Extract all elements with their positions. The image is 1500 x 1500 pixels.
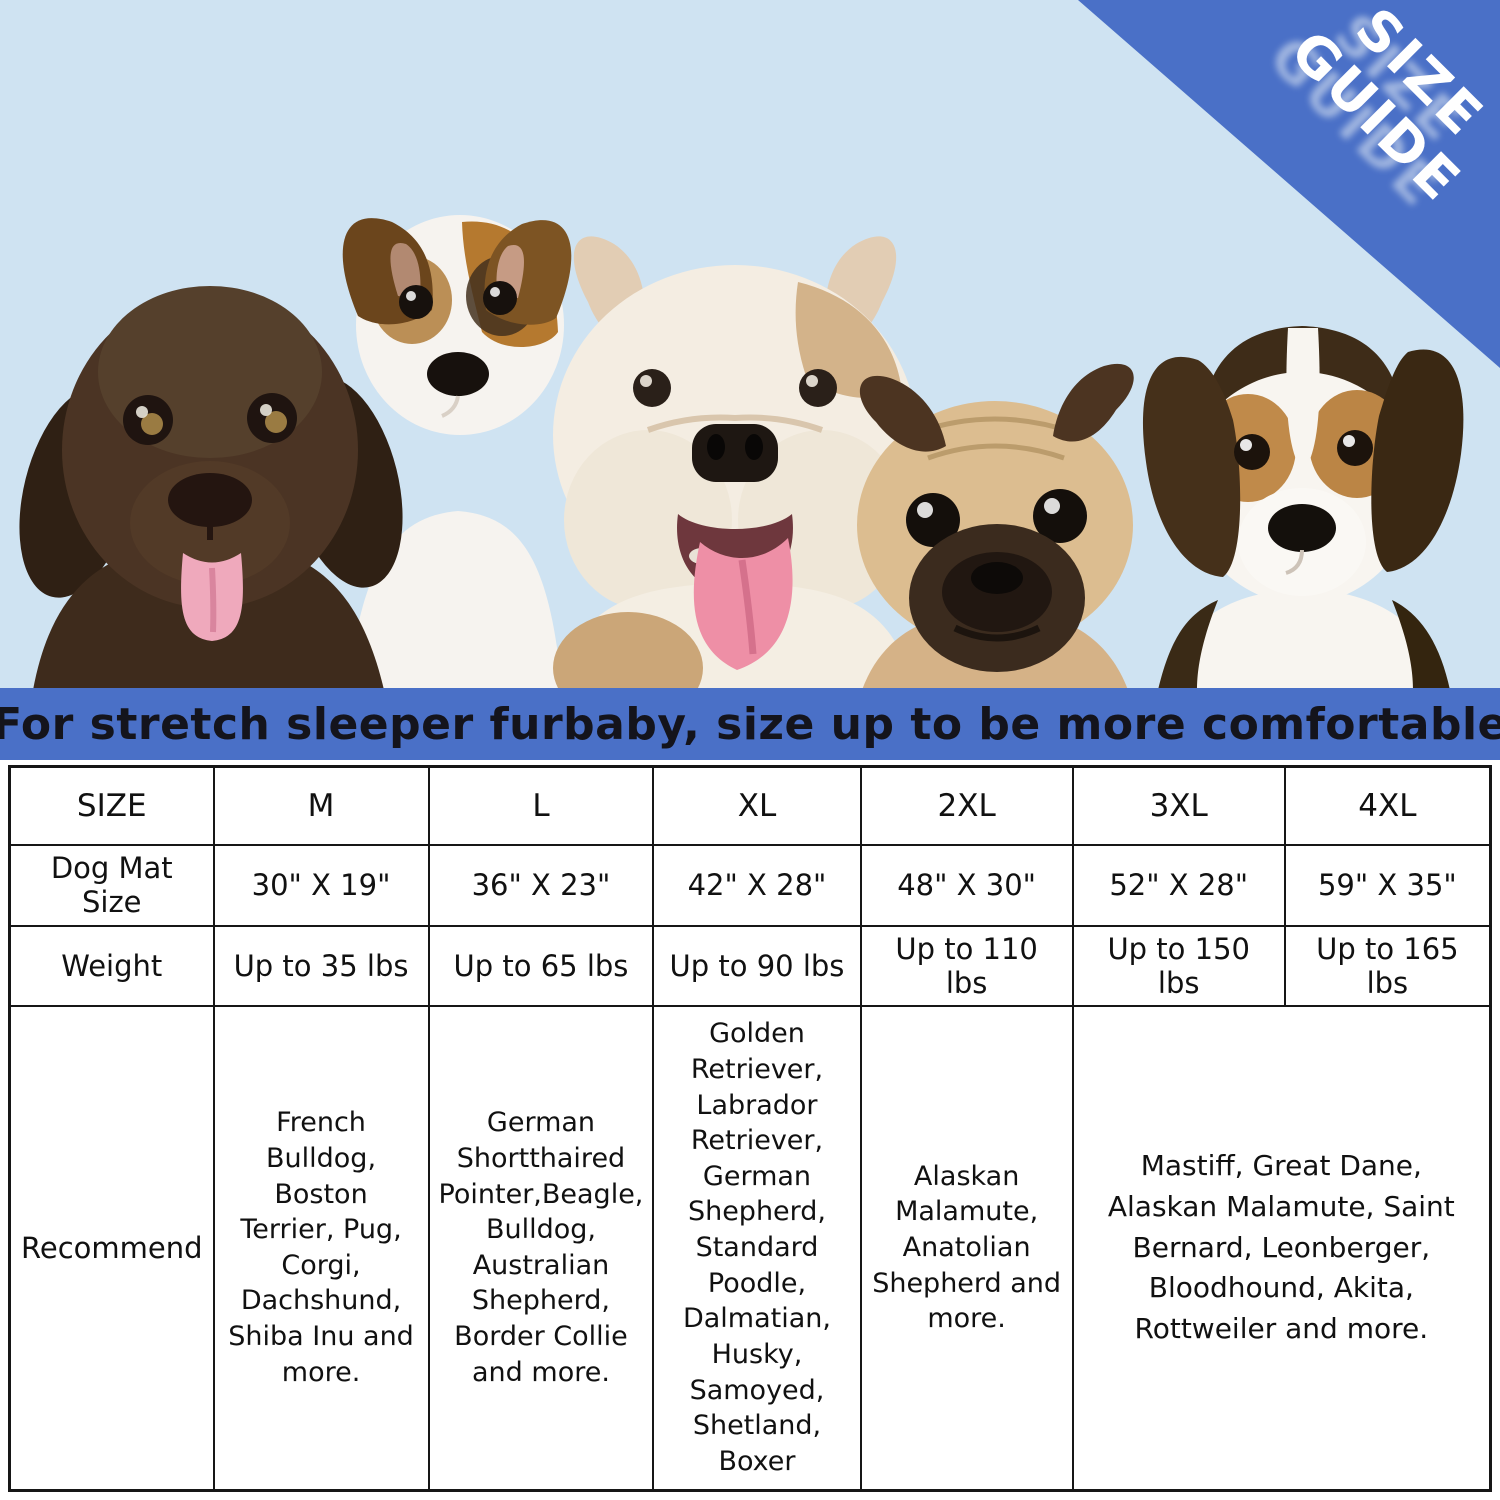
header-m: M [214, 768, 428, 844]
size-table: SIZE M L XL 2XL 3XL 4XL Dog Mat Size 30"… [8, 765, 1492, 1492]
mat-size-m: 30" X 19" [214, 845, 428, 926]
weight-xl: Up to 90 lbs [654, 927, 860, 1005]
header-3xl: 3XL [1073, 768, 1284, 844]
row-label-weight: Weight [11, 927, 213, 1005]
corner-ribbon [1078, 0, 1500, 368]
mat-size-xl: 42" X 28" [654, 845, 860, 926]
header-4xl: 4XL [1285, 768, 1489, 844]
row-label-recommend: Recommend [11, 1006, 213, 1489]
recommend-l: German Shortthaired Pointer,Beagle, Bull… [429, 1006, 653, 1489]
weight-4xl: Up to 165 lbs [1285, 927, 1489, 1005]
row-label-mat-size: Dog Mat Size [11, 845, 213, 926]
recommend-2xl: Alaskan Malamute, Anatolian Shepherd and… [861, 1006, 1072, 1489]
pug-photo [857, 363, 1134, 690]
advice-banner-text: For stretch sleeper furbaby, size up to … [0, 698, 1500, 750]
advice-banner: For stretch sleeper furbaby, size up to … [0, 688, 1500, 760]
header-l: L [429, 768, 653, 844]
recommend-xl: Golden Retriever, Labrador Retriever, Ge… [654, 1006, 860, 1489]
weight-2xl: Up to 110 lbs [861, 927, 1072, 1005]
jack-russell-terrier-photo [342, 215, 572, 690]
recommend-m: French Bulldog, Boston Terrier, Pug, Cor… [214, 1006, 428, 1489]
mat-size-2xl: 48" X 30" [861, 845, 1072, 926]
weight-m: Up to 35 lbs [214, 927, 428, 1005]
chocolate-labrador-photo [19, 286, 403, 690]
hero-photo: SIZE GUIDE [0, 0, 1500, 690]
weight-l: Up to 65 lbs [429, 927, 653, 1005]
header-size: SIZE [11, 768, 213, 844]
mat-size-4xl: 59" X 35" [1285, 845, 1489, 926]
beagle-photo [1142, 326, 1464, 690]
puppies-photo-illustration [19, 0, 1500, 690]
mat-size-l: 36" X 23" [429, 845, 653, 926]
recommend-3xl-4xl: Mastiff, Great Dane, Alaskan Malamute, S… [1073, 1006, 1489, 1489]
header-2xl: 2XL [861, 768, 1072, 844]
weight-3xl: Up to 150 lbs [1073, 927, 1284, 1005]
mat-size-3xl: 52" X 28" [1073, 845, 1284, 926]
english-bulldog-photo [553, 236, 917, 690]
header-xl: XL [654, 768, 860, 844]
